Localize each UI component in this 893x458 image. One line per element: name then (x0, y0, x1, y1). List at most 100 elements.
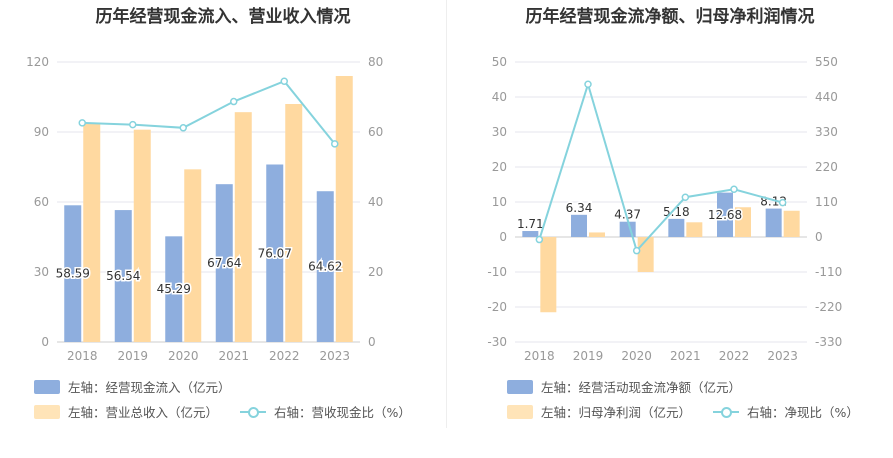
ratio-point (280, 77, 288, 85)
data-label: 64.62 (308, 260, 342, 274)
x-axis-tick-label: 2021 (218, 349, 249, 363)
x-axis-tick-label: 2020 (168, 349, 199, 363)
cash-bar (165, 236, 183, 342)
legend-label-cash-inflow[interactable]: 左轴：经营现金流入（亿元） (68, 380, 231, 395)
cash-bar (717, 192, 733, 237)
left-axis-tick-label: 50 (492, 55, 507, 69)
secondary-bar (589, 232, 605, 237)
ratio-point (681, 193, 690, 201)
left-axis-tick-label: 20 (492, 160, 507, 174)
left-axis-tick-label: 30 (492, 125, 507, 139)
right-axis-tick-label: 330 (815, 125, 838, 139)
ratio-point (535, 235, 544, 244)
legend-row-2: 左轴：营业总收入（亿元） 右轴：营收现金比（%） (34, 402, 411, 421)
x-axis-tick-label: 2020 (621, 349, 652, 363)
left-chart-plot: 0 30 60 90 120 0 20 40 60 80 2018 58.59 2019 56.54 202… (26, 55, 383, 363)
ratio-point (331, 140, 339, 148)
secondary-bar (83, 123, 101, 342)
secondary-bar (335, 76, 353, 342)
chart-title: 历年经营现金流净额、归母净利润情况 (525, 7, 815, 27)
legend-swatch-cash-inflow (34, 379, 60, 394)
right-axis-tick-label: 40 (368, 195, 383, 209)
ratio-point (730, 185, 738, 194)
cash-bar (619, 221, 636, 237)
right-chart-plot: -30 -20 -10 0 10 20 30 40 50 -330 -220 -110 0 110 220 3… (487, 55, 842, 363)
ratio-point (584, 80, 592, 89)
ratio-point (632, 246, 641, 255)
cash-bar (316, 191, 334, 342)
right-axis-tick-label: 550 (815, 55, 838, 69)
legend-swatch-revenue (34, 404, 60, 419)
right-axis-tick-label: 80 (368, 55, 383, 69)
left-chart-panel: 历年经营现金流入、营业收入情况 0 30 60 90 120 0 20 40 60 80 2018 5… (0, 0, 446, 458)
right-axis-tick-label: -220 (815, 300, 842, 314)
ratio-point (78, 119, 86, 127)
x-axis-tick-label: 2021 (670, 349, 701, 363)
right-axis-tick-label: 440 (815, 90, 838, 104)
left-axis-tick-label: 0 (41, 335, 49, 349)
left-axis-tick-label: 30 (34, 265, 49, 279)
cash-bar (266, 164, 284, 342)
secondary-bar (783, 210, 800, 237)
panel-divider (446, 0, 447, 428)
secondary-bar (285, 104, 303, 342)
data-label: 58.59 (56, 267, 90, 281)
ratio-point (230, 97, 238, 106)
legend-label-revenue[interactable]: 左轴：营业总收入（亿元） (68, 405, 219, 420)
legend-line-marker-icon (240, 405, 267, 419)
legend-label-ratio[interactable]: 右轴：营收现金比（%） (274, 405, 411, 420)
data-label: 6.34 (566, 201, 593, 215)
ratio-line (538, 80, 783, 253)
secondary-bar (133, 129, 151, 342)
right-axis-tick-label: 110 (815, 195, 838, 209)
x-axis-tick-label: 2018 (524, 349, 555, 363)
left-axis-tick-label: 10 (492, 195, 507, 209)
cash-bar (668, 218, 685, 237)
cash-bar (64, 205, 82, 342)
data-label: 56.54 (106, 269, 140, 283)
x-axis-tick-label: 2023 (319, 349, 350, 363)
data-label: 1.71 (517, 217, 544, 231)
secondary-bar (540, 237, 557, 313)
cash-bar (522, 231, 539, 237)
cash-bar (571, 214, 587, 237)
left-axis-tick-label: 0 (499, 230, 507, 244)
data-label: 76.07 (258, 246, 292, 260)
legend-label-net-ratio[interactable]: 右轴：净现比（%） (747, 405, 859, 420)
legend-label-net-profit[interactable]: 左轴：归母净利润（亿元） (541, 405, 692, 420)
legend-label-net-cash[interactable]: 左轴：经营活动现金流净额（亿元） (541, 380, 742, 395)
left-axis-tick-label: 60 (34, 195, 49, 209)
x-axis-tick-label: 2022 (719, 349, 750, 363)
legend-row-1: 左轴：经营现金流入（亿元） (34, 377, 231, 396)
x-axis-tick-label: 2019 (573, 349, 604, 363)
legend-swatch-net-cash (507, 379, 533, 394)
right-axis-tick-label: -330 (815, 335, 842, 349)
secondary-bar (234, 112, 252, 343)
right-axis-tick-label: 0 (368, 335, 376, 349)
left-axis-tick-label: 120 (26, 55, 49, 69)
secondary-bar (184, 169, 202, 342)
legend-row-1: 左轴：经营活动现金流净额（亿元） (507, 377, 741, 396)
chart-title: 历年经营现金流入、营业收入情况 (95, 7, 351, 27)
ratio-point (778, 198, 787, 207)
data-label: 67.64 (207, 256, 241, 270)
ratio-point (129, 120, 137, 129)
legend-swatch-net-profit (507, 404, 533, 419)
secondary-bar (735, 207, 751, 237)
left-axis-tick-label: -20 (487, 300, 507, 314)
data-label: 45.29 (157, 282, 191, 296)
right-axis-tick-label: 60 (368, 125, 383, 139)
left-axis-tick-label: -10 (487, 265, 507, 279)
ratio-line (82, 80, 336, 145)
x-axis-tick-label: 2022 (269, 349, 300, 363)
left-axis-tick-label: 40 (492, 90, 507, 104)
data-label: 4.37 (614, 208, 641, 222)
data-label: 12.68 (708, 208, 742, 222)
secondary-bar (686, 222, 703, 237)
x-axis-tick-label: 2018 (67, 349, 98, 363)
cash-bar (765, 208, 782, 237)
right-axis-tick-label: 20 (368, 265, 383, 279)
right-chart-panel: 历年经营现金流净额、归母净利润情况 -30 -20 -10 0 10 20 30 40 50 -3… (447, 0, 893, 458)
cash-bar (215, 184, 233, 342)
right-axis-tick-label: 0 (815, 230, 823, 244)
